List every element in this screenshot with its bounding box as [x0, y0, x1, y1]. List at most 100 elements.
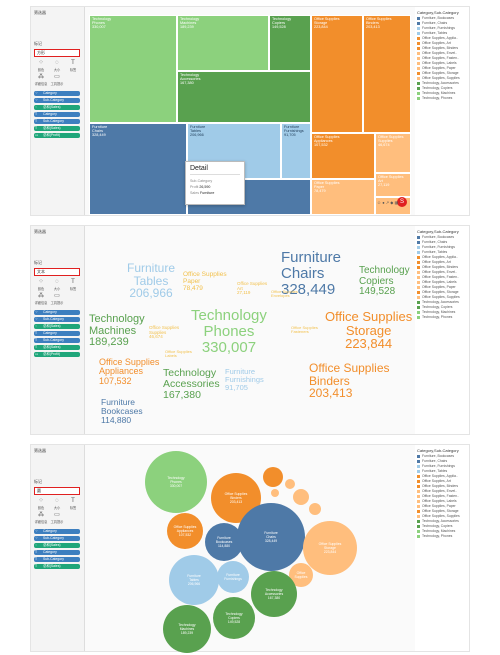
- legend-item[interactable]: Office Supplies, Supplies: [417, 76, 460, 81]
- legend-item[interactable]: Technology, Phones: [417, 315, 452, 320]
- pill-category[interactable]: ⁘ Category: [34, 529, 80, 534]
- legend-item[interactable]: Office Supplies, Supplies: [417, 295, 460, 300]
- word-label[interactable]: Furniture Bookcases 114,880: [101, 397, 143, 425]
- size-button[interactable]: ◌ 大小: [50, 498, 64, 510]
- legend-item[interactable]: Technology, Machines: [417, 529, 455, 534]
- legend-item[interactable]: Office Supplies, Paper: [417, 285, 456, 290]
- treemap-cell[interactable]: Office Supplies Appliances 107,532: [311, 133, 375, 179]
- size-button[interactable]: ◌ 大小: [50, 279, 64, 291]
- pill-category[interactable]: ⁘ Category: [34, 91, 80, 96]
- legend-item[interactable]: Office Supplies, Fasten..: [417, 56, 459, 61]
- legend-item[interactable]: Office Supplies, Art: [417, 41, 451, 46]
- legend-item[interactable]: Furniture, Furnishings: [417, 26, 455, 31]
- tooltip-button[interactable]: ▭ 工具提示: [50, 293, 64, 305]
- word-label[interactable]: Office Supplies Art 27,119: [237, 281, 268, 296]
- legend-item[interactable]: Technology, Phones: [417, 534, 452, 539]
- pill-category[interactable]: T Category: [34, 550, 80, 555]
- color-button[interactable]: ⁘ 颜色: [34, 498, 48, 510]
- word-label[interactable]: Office Supplies Storage 223,844: [325, 309, 413, 352]
- word-label[interactable]: Furniture Chairs 328,449: [281, 249, 342, 298]
- legend-item[interactable]: Technology, Machines: [417, 310, 455, 315]
- legend-item[interactable]: Furniture, Furnishings: [417, 464, 455, 469]
- legend-item[interactable]: Office Supplies, Fasten..: [417, 275, 459, 280]
- legend-item[interactable]: Furniture, Bookcases: [417, 16, 454, 21]
- pill-sub-category[interactable]: ⁘ Sub-Category: [34, 98, 80, 103]
- bubble[interactable]: Office Supplies: [289, 563, 313, 587]
- word-label[interactable]: Technology Accessories 167,380: [163, 367, 220, 402]
- word-label[interactable]: Office Supplies Paper 78,479: [183, 271, 227, 292]
- label-button[interactable]: T 标签: [66, 498, 80, 510]
- pill-sub-category[interactable]: T Sub-Category: [34, 338, 80, 343]
- user-icon[interactable]: ◆: [390, 200, 394, 205]
- pill-sales[interactable]: T 总和(Sales): [34, 564, 80, 569]
- bubble[interactable]: Furniture Furnishings: [217, 561, 249, 593]
- legend-item[interactable]: Furniture, Chairs: [417, 21, 447, 26]
- microphone-icon[interactable]: ●: [382, 200, 385, 205]
- bubble[interactable]: [263, 467, 283, 487]
- legend-item[interactable]: Technology, Accessories: [417, 300, 459, 305]
- legend-item[interactable]: Office Supplies, Labels: [417, 280, 457, 285]
- legend-item[interactable]: Office Supplies, Applia..: [417, 36, 458, 41]
- bubble[interactable]: Technology Accessories 167,380: [251, 571, 297, 617]
- legend-item[interactable]: Technology, Copiers: [417, 86, 452, 91]
- mark-type-select[interactable]: 圆: [34, 487, 80, 495]
- treemap-cell[interactable]: Office Supplies Art 27,119: [375, 173, 411, 197]
- bubble[interactable]: Furniture Bookcases 114,880: [205, 523, 243, 561]
- word-label[interactable]: Office Supplies Binders 203,413: [309, 361, 390, 401]
- legend-item[interactable]: Office Supplies, Envel..: [417, 51, 457, 56]
- treemap-cell[interactable]: Technology Accessories 167,380: [177, 71, 311, 123]
- bubble[interactable]: Technology Machines 189,239: [163, 605, 211, 653]
- pill-sub-category[interactable]: T Sub-Category: [34, 119, 80, 124]
- word-label[interactable]: Furniture Tables 206,966: [127, 261, 176, 301]
- pill-sales[interactable]: ◌ 总和(Sales): [34, 543, 80, 548]
- legend-item[interactable]: Office Supplies, Fasten..: [417, 494, 459, 499]
- legend-item[interactable]: Office Supplies, Art: [417, 260, 451, 265]
- legend-item[interactable]: Technology, Copiers: [417, 305, 452, 310]
- bubble[interactable]: Office Supplies Storage 223,844: [303, 521, 357, 575]
- mark-type-select[interactable]: 文本: [34, 268, 80, 276]
- legend-item[interactable]: Furniture, Tables: [417, 31, 447, 36]
- pill-category[interactable]: T Category: [34, 331, 80, 336]
- treemap-cell[interactable]: Technology Phones 330,007: [89, 15, 177, 123]
- treemap-cell[interactable]: Office Supplies Supplies 46,674: [375, 133, 411, 173]
- legend-item[interactable]: Office Supplies, Storage: [417, 290, 459, 295]
- pill-sales[interactable]: T 总和(Sales): [34, 126, 80, 131]
- bubble[interactable]: Office Supplies Appliances 107,532: [167, 513, 203, 549]
- legend-item[interactable]: Technology, Copiers: [417, 524, 452, 529]
- word-label[interactable]: Office Supplies Appliances 107,532: [99, 357, 160, 386]
- pill-sales[interactable]: ◌ 总和(Sales): [34, 105, 80, 110]
- word-label[interactable]: Technology Machines 189,239: [89, 313, 145, 349]
- tooltip-button[interactable]: ▭ 工具提示: [50, 74, 64, 86]
- legend-item[interactable]: Furniture, Bookcases: [417, 235, 454, 240]
- legend-item[interactable]: Office Supplies, Envel..: [417, 270, 457, 275]
- bubble[interactable]: [293, 489, 309, 505]
- legend-item[interactable]: Office Supplies, Supplies: [417, 514, 460, 519]
- treemap-cell[interactable]: Office Supplies Binders 203,413: [363, 15, 411, 133]
- word-label[interactable]: Technology Copiers 149,528: [359, 265, 410, 297]
- pill-sales[interactable]: T 总和(Sales): [34, 345, 80, 350]
- legend-item[interactable]: Technology, Machines: [417, 91, 455, 96]
- bubble[interactable]: Furniture Tables 206,966: [169, 555, 219, 605]
- label-button[interactable]: T 标签: [66, 279, 80, 291]
- pill-profit[interactable]: ▭ 总和(Profit): [34, 352, 80, 357]
- pill-sub-category[interactable]: ⁘ Sub-Category: [34, 536, 80, 541]
- legend-item[interactable]: Office Supplies, Applia..: [417, 255, 458, 260]
- detail-button[interactable]: ⁂ 详细信息: [34, 512, 48, 524]
- legend-item[interactable]: Office Supplies, Paper: [417, 66, 456, 71]
- bubble[interactable]: Technology Copiers 149,528: [213, 597, 255, 639]
- legend-item[interactable]: Office Supplies, Art: [417, 479, 451, 484]
- color-button[interactable]: ⁘ 颜色: [34, 60, 48, 72]
- legend-item[interactable]: Technology, Accessories: [417, 81, 459, 86]
- word-label[interactable]: Technology Phones 330,007: [191, 307, 267, 356]
- grid-icon[interactable]: ▦: [394, 200, 399, 205]
- treemap-cell[interactable]: Technology Copiers 149,528: [269, 15, 311, 71]
- mark-type-select[interactable]: 方形: [34, 49, 80, 57]
- legend-item[interactable]: Office Supplies, Applia..: [417, 474, 458, 479]
- treemap-cell[interactable]: Furniture Chairs 328,449: [89, 123, 187, 215]
- treemap-cell[interactable]: Office Supplies Paper 78,479: [311, 179, 375, 215]
- legend-item[interactable]: Furniture, Chairs: [417, 459, 447, 464]
- bubble[interactable]: [285, 479, 295, 489]
- word-label[interactable]: Office Supplies Envelopes: [271, 289, 298, 299]
- pill-profit[interactable]: ▭ 总和(Profit): [34, 133, 80, 138]
- legend-item[interactable]: Furniture, Tables: [417, 469, 447, 474]
